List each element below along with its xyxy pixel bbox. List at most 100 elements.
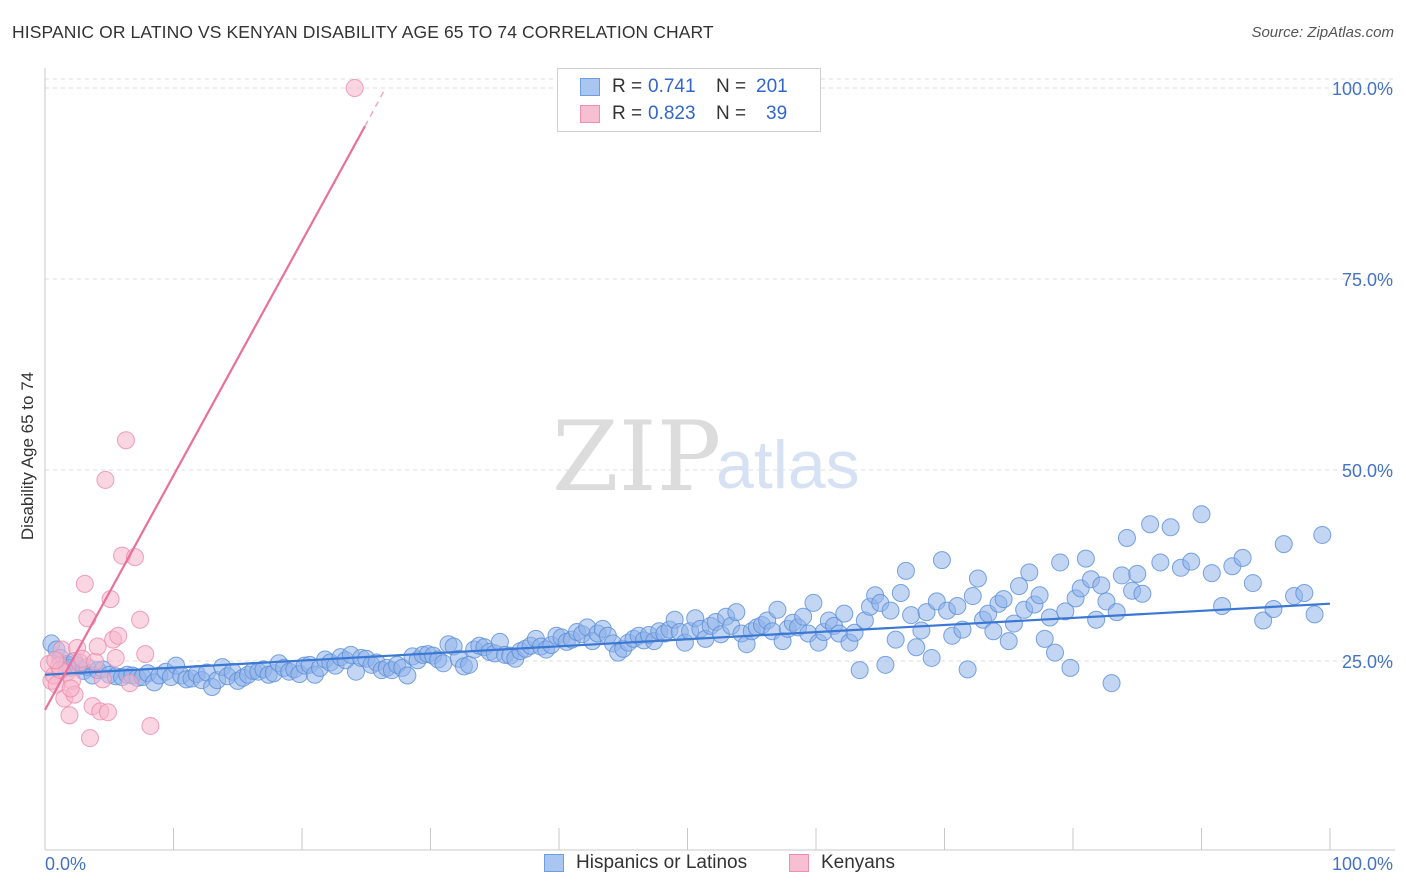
data-point [1010,577,1029,596]
data-point [727,603,746,622]
data-point [804,593,823,612]
legend-n-label: N = [716,103,747,124]
data-point [1020,563,1039,582]
data-point [1213,596,1232,615]
legend-r-label: R = [612,76,643,97]
correlation-legend: R = 0.741 N = 201 R = 0.823 N = 39 [557,68,821,132]
data-point [1192,505,1211,524]
watermark-zip: ZIP [552,401,721,513]
data-point [999,632,1018,651]
trend-line [44,602,1331,676]
x-tick-labels: 0.0% 100.0% [45,854,1393,874]
data-point [1133,584,1152,603]
y-tick-label: 25.0% [1342,652,1393,672]
legend-n-value: 39 [766,103,788,124]
data-point [1046,643,1065,662]
data-point [994,590,1013,609]
series-legend: Hispanics or Latinos Kenyans [0,852,1406,878]
y-tick-label: 75.0% [1342,270,1393,290]
watermark-atlas: atlas [716,427,860,503]
data-point [1030,586,1049,605]
data-point [1004,614,1023,633]
data-point [886,630,905,649]
trend-lines [44,87,1331,711]
data-point [1061,658,1080,677]
data-point [794,607,813,626]
data-point [78,609,97,628]
data-point [932,551,951,570]
data-point [845,623,864,642]
grid-lines [45,78,1395,662]
source-label: Source: ZipAtlas.com [1251,24,1394,41]
data-point [968,569,987,588]
data-point [1035,629,1054,648]
legend-item-kenyans: Kenyans [789,852,895,874]
data-point [850,661,869,680]
legend-swatch-hispanics [544,854,564,872]
data-point [96,470,115,489]
y-tick-labels: 25.0% 50.0% 75.0% 100.0% [1332,79,1393,672]
data-point [902,606,921,625]
data-point [1182,552,1201,571]
axes [44,68,1395,851]
data-point [1274,535,1293,554]
legend-label-hispanics: Hispanics or Latinos [576,852,748,873]
data-point [345,79,364,97]
data-point [93,670,112,689]
data-point [963,587,982,606]
data-point [1092,576,1111,595]
legend-r-value: 0.823 [648,103,696,124]
data-point [1128,564,1147,583]
data-point [896,561,915,580]
y-tick-label: 100.0% [1332,79,1393,99]
data-point [1141,515,1160,534]
data-point [88,637,107,656]
y-axis-title: Disability Age 65 to 74 [18,372,37,540]
data-point [1151,553,1170,572]
data-point [86,652,105,671]
data-point [1117,528,1136,547]
data-point [75,574,94,593]
data-point [398,666,417,685]
data-point [1102,674,1121,693]
data-point [1161,518,1180,537]
y-tick-label: 50.0% [1342,461,1393,481]
data-point [46,651,65,670]
series-kenyans-points [39,79,364,748]
data-point [61,679,80,698]
trend-line [44,125,366,711]
data-point [460,655,479,674]
data-point [1051,553,1070,572]
data-point [1254,611,1273,630]
data-point [1295,584,1314,603]
data-point [1087,610,1106,629]
data-point [109,626,128,645]
chart-title: HISPANIC OR LATINO VS KENYAN DISABILITY … [12,22,714,42]
data-point [835,604,854,623]
data-point [891,584,910,603]
data-point [768,600,787,619]
data-point [136,645,155,664]
legend-r-value: 0.741 [648,76,696,97]
legend-swatch-kenyans [789,854,809,872]
data-point [948,596,967,615]
data-point [98,703,117,722]
data-point [876,655,895,674]
data-point [1202,564,1221,583]
data-point [1040,608,1059,627]
legend-n-value: 201 [756,76,788,97]
data-point [80,729,99,748]
data-point [60,706,79,725]
legend-n-label: N = [716,76,747,97]
trend-line-extension [364,87,387,127]
data-point [912,621,931,640]
data-point [1056,602,1075,621]
data-point [1313,525,1332,544]
data-point [907,638,926,657]
data-point [141,716,160,735]
legend-row-kenyans: R = 0.823 N = 39 [580,102,787,126]
x-tick-label: 100.0% [1332,854,1393,874]
data-point [1107,603,1126,622]
data-point [1305,605,1324,624]
